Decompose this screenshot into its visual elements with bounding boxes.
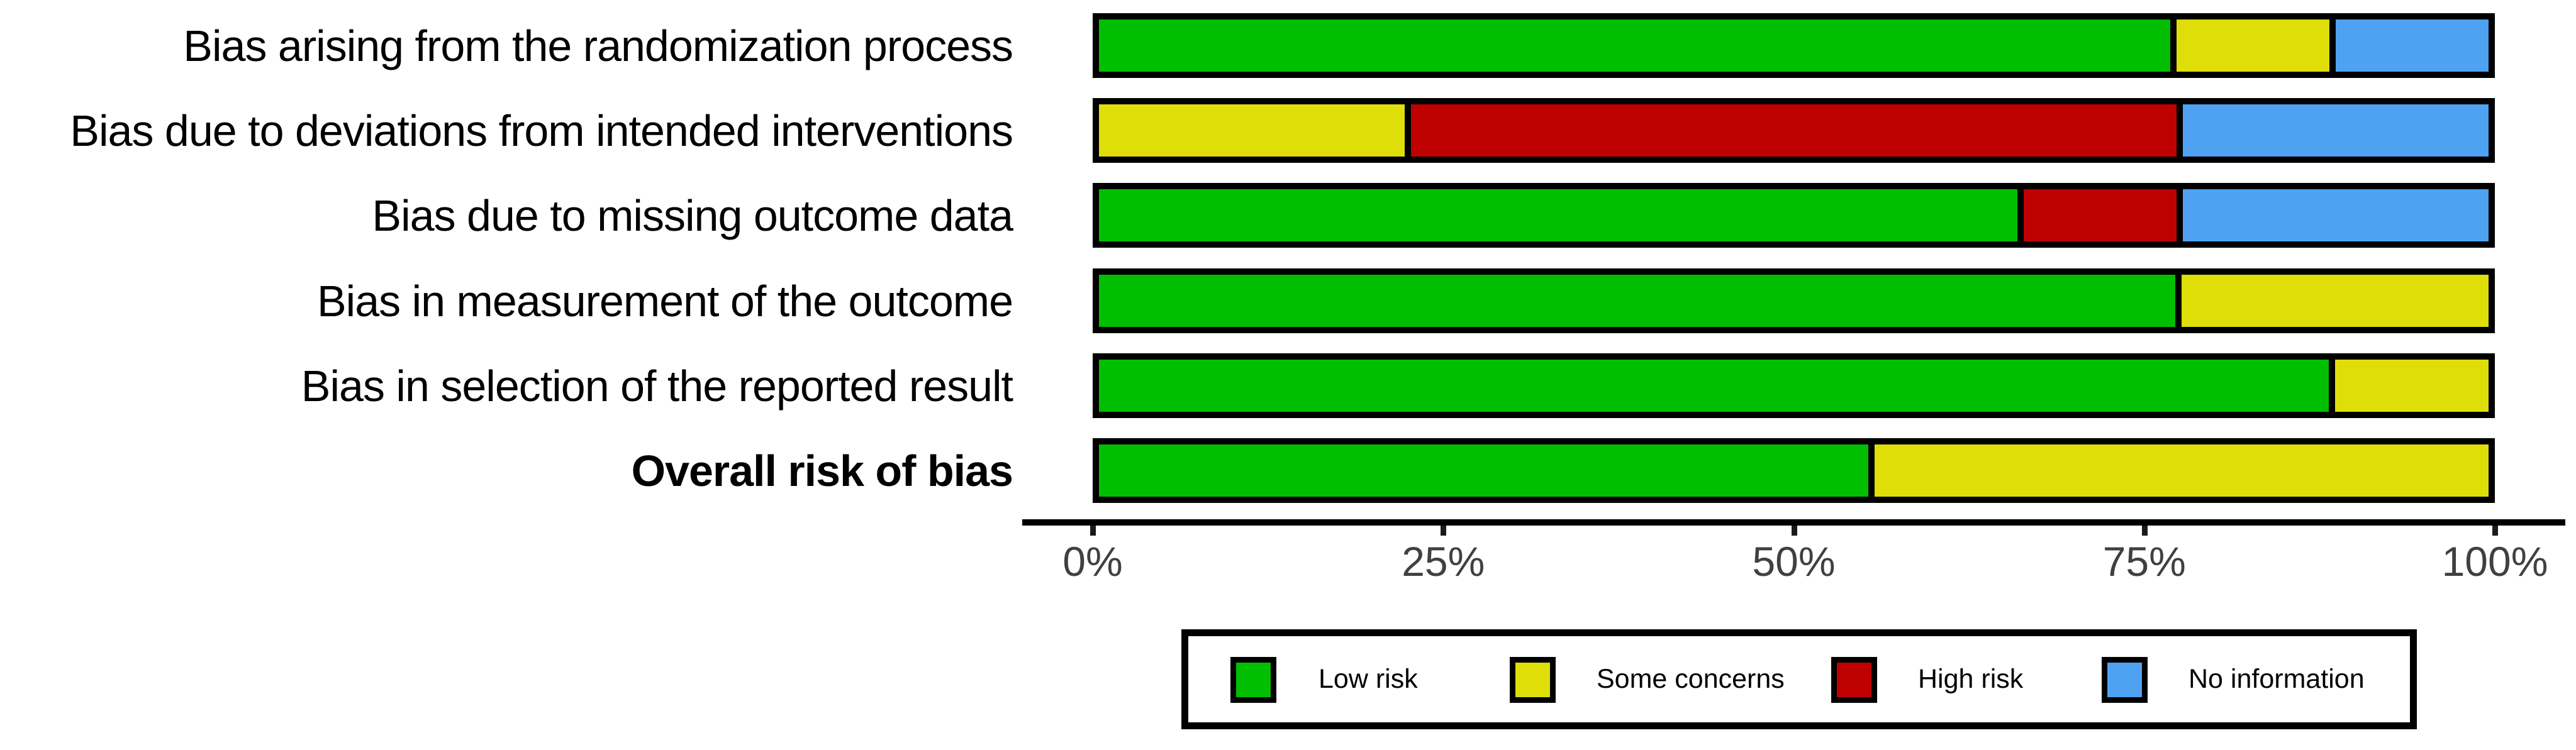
- bar-segment-low-risk: [1099, 444, 1868, 497]
- category-label: Bias in selection of the reported result: [301, 361, 1013, 411]
- bar-segment-high-risk: [2024, 189, 2177, 241]
- legend-swatch-high-risk: [1831, 657, 1877, 703]
- legend-swatch-low-risk: [1230, 657, 1276, 703]
- axis-tick-mark: [1791, 526, 1797, 536]
- bar-segment-some-concerns: [1874, 444, 2489, 497]
- axis-tick-label: 25%: [1402, 538, 1485, 585]
- legend-label: No information: [2188, 664, 2365, 694]
- legend-swatch-no-information: [2102, 657, 2148, 703]
- stacked-bar: [1093, 183, 2495, 248]
- x-axis-line: [1022, 519, 2565, 526]
- axis-tick-mark: [2492, 526, 2498, 536]
- stacked-bar: [1093, 268, 2495, 333]
- bar-segment-no-information: [2336, 19, 2489, 72]
- category-label: Bias arising from the randomization proc…: [183, 21, 1013, 70]
- legend-label: High risk: [1918, 664, 2024, 694]
- bar-segment-some-concerns: [2334, 360, 2489, 412]
- axis-tick-label: 50%: [1752, 538, 1836, 585]
- legend-swatch-some-concerns: [1510, 657, 1556, 703]
- legend-label: Some concerns: [1597, 664, 1785, 694]
- axis-tick-label: 75%: [2102, 538, 2186, 585]
- category-label: Bias due to deviations from intended int…: [70, 106, 1013, 155]
- axis-tick-mark: [1441, 526, 1447, 536]
- category-label: Bias in measurement of the outcome: [316, 276, 1013, 326]
- bar-segment-some-concerns: [1099, 104, 1405, 157]
- stacked-bar: [1093, 98, 2495, 163]
- bar-segment-low-risk: [1099, 360, 2329, 412]
- bar-segment-high-risk: [1410, 104, 2177, 157]
- axis-tick-label: 100%: [2441, 538, 2548, 585]
- stacked-bar: [1093, 13, 2495, 78]
- stacked-bar: [1093, 438, 2495, 503]
- legend-label: Low risk: [1319, 664, 1418, 694]
- bar-segment-no-information: [2183, 104, 2489, 157]
- category-label: Overall risk of bias: [631, 446, 1013, 495]
- axis-tick-mark: [2141, 526, 2148, 536]
- bar-segment-some-concerns: [2181, 275, 2489, 327]
- bar-segment-low-risk: [1099, 19, 2171, 72]
- bar-segment-low-risk: [1099, 275, 2175, 327]
- bar-segment-low-risk: [1099, 189, 2018, 241]
- axis-tick-mark: [1090, 526, 1096, 536]
- bar-segment-no-information: [2183, 189, 2489, 241]
- stacked-bar: [1093, 353, 2495, 418]
- bar-segment-some-concerns: [2177, 19, 2330, 72]
- axis-tick-label: 0%: [1062, 538, 1123, 585]
- category-label: Bias due to missing outcome data: [372, 190, 1013, 240]
- legend: Low risk Some concerns High risk No informa…: [1181, 629, 2417, 729]
